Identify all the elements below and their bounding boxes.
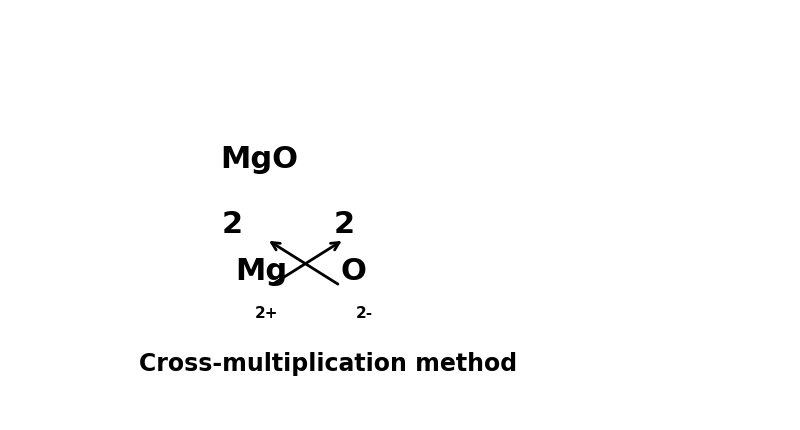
Text: 2-: 2- <box>356 305 373 320</box>
Text: O: O <box>340 256 366 285</box>
Text: Cross-multiplication method: Cross-multiplication method <box>138 351 517 375</box>
Text: MgO: MgO <box>220 144 298 174</box>
Text: 2+: 2+ <box>255 305 278 320</box>
Text: 2: 2 <box>334 210 354 239</box>
Text: 2: 2 <box>221 210 242 239</box>
Text: Mg: Mg <box>236 256 288 285</box>
